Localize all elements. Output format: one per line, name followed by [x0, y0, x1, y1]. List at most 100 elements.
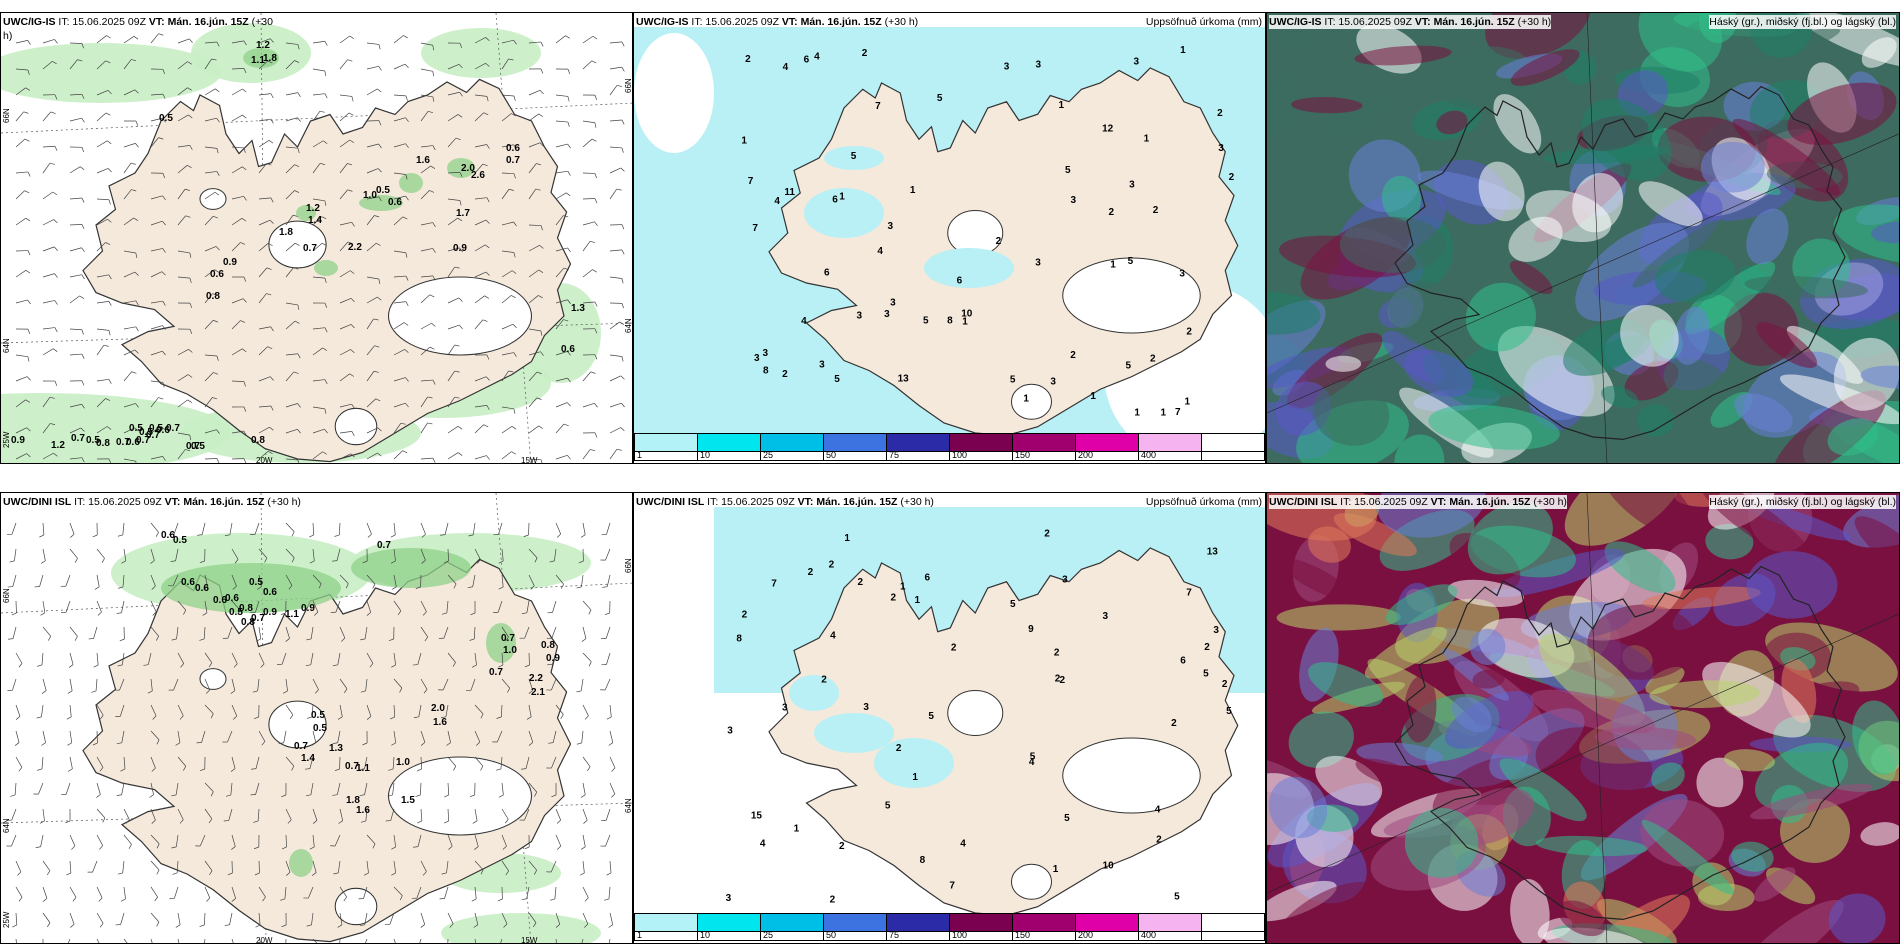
wind-barb — [285, 548, 295, 558]
wind-barb-feather — [162, 325, 166, 330]
precip-value: 1 — [844, 533, 850, 544]
precip-value: 1.1 — [356, 763, 370, 774]
wind-barb — [554, 548, 557, 561]
wind-barb — [123, 458, 136, 462]
precip-title: Uppsöfnuð úrkoma (mm) — [1145, 496, 1262, 508]
wind-barb-feather — [619, 321, 625, 325]
wind-barb — [525, 756, 530, 769]
wind-barb — [609, 756, 616, 769]
wind-barb-feather — [362, 560, 368, 564]
wind-barb — [69, 117, 82, 122]
wind-barb-feather — [318, 583, 322, 589]
wind-barb-feather — [161, 271, 166, 276]
graticule — [1267, 133, 1899, 414]
wind-barb-feather — [343, 688, 348, 694]
wind-barb-feather — [14, 742, 20, 746]
wind-barb — [69, 704, 72, 717]
wind-barb — [41, 704, 44, 717]
wind-barb-feather — [40, 560, 46, 564]
precip-value: 4 — [1155, 804, 1161, 815]
wind-barb — [528, 425, 539, 434]
wind-barb-feather — [576, 690, 582, 693]
wind-barb — [204, 886, 211, 899]
wind-barb — [15, 87, 26, 96]
wind-barb-feather — [400, 422, 406, 425]
precip-value: 7 — [771, 579, 777, 590]
wind-barb-feather — [332, 664, 338, 667]
wind-barb — [150, 574, 156, 587]
precip-value: 2 — [821, 675, 827, 686]
wind-barb-feather — [39, 534, 45, 538]
wind-barb-feather — [469, 794, 475, 798]
cloud-patch — [1852, 700, 1899, 775]
cloud-patch — [1271, 882, 1383, 943]
colorbar-cell: 150 — [1013, 434, 1076, 460]
wind-barb-feather — [404, 349, 409, 353]
wind-barb-feather — [243, 458, 247, 463]
wind-barb-feather — [151, 819, 156, 824]
wind-barb-feather — [150, 560, 155, 564]
wind-barb — [177, 912, 181, 925]
wind-barb — [203, 912, 206, 926]
wind-barb — [285, 146, 298, 149]
wind-barb — [177, 189, 186, 200]
wind-barb — [204, 246, 217, 252]
wind-barb — [474, 144, 487, 148]
wind-barb-feather — [108, 379, 112, 384]
wind-barb-feather — [424, 636, 428, 642]
wind-barb — [420, 68, 433, 72]
wind-barb — [582, 269, 593, 278]
wind-barb-feather — [413, 846, 419, 848]
colorbar-swatch — [824, 914, 886, 932]
wind-barb — [417, 834, 422, 847]
cloud-patch — [1508, 216, 1563, 262]
precip-value: 0.5 — [249, 577, 263, 588]
wind-barb-feather — [97, 611, 102, 616]
wind-barb — [447, 808, 450, 821]
wind-barb — [231, 68, 245, 70]
wind-barb — [552, 730, 557, 743]
cloud-patch — [1276, 604, 1401, 631]
colorbar-label: 75 — [889, 450, 900, 460]
colorbar-label: 400 — [1141, 930, 1157, 940]
wind-barb-feather — [441, 872, 447, 875]
wind-barb — [551, 756, 557, 769]
wind-barb — [528, 113, 539, 122]
wind-barb-feather — [216, 458, 220, 463]
wind-barb — [444, 886, 449, 899]
wind-barb — [123, 371, 132, 382]
wind-barb — [285, 678, 288, 691]
wind-barb — [258, 730, 266, 742]
cloud-patch — [1599, 493, 1695, 537]
wind-barb-feather — [423, 689, 428, 694]
wind-barb — [393, 143, 406, 148]
wind-barb-feather — [156, 869, 160, 875]
wind-barb-feather — [432, 145, 436, 151]
wind-barb-feather — [314, 611, 319, 616]
cloud-patch — [1535, 835, 1648, 857]
wind-barb-feather — [590, 449, 596, 452]
precip-value: 3 — [1102, 611, 1108, 622]
wind-barb — [366, 215, 375, 226]
init-time: IT: 15.06.2025 09Z — [704, 496, 795, 508]
wind-barb — [312, 110, 321, 122]
wind-barb — [528, 269, 539, 278]
wind-barb-feather — [378, 44, 381, 50]
wind-barb — [420, 165, 431, 174]
wind-barb — [366, 371, 375, 382]
wind-barb-feather — [162, 220, 166, 226]
cloud-patch — [1673, 306, 1710, 365]
wind-barb — [366, 345, 375, 356]
wind-barb — [501, 39, 514, 44]
wind-barb-feather — [476, 741, 481, 746]
precip-value: 1.6 — [433, 717, 447, 728]
wind-barb — [204, 146, 217, 149]
wind-barb — [15, 68, 28, 71]
wind-barb — [150, 220, 163, 226]
wind-barb — [69, 328, 82, 331]
colorbar-swatch — [698, 914, 760, 932]
wind-barb-feather — [594, 301, 598, 307]
precip-value: 0.5 — [191, 441, 205, 452]
wind-barb-feather — [363, 872, 369, 876]
coastline — [768, 547, 1239, 917]
